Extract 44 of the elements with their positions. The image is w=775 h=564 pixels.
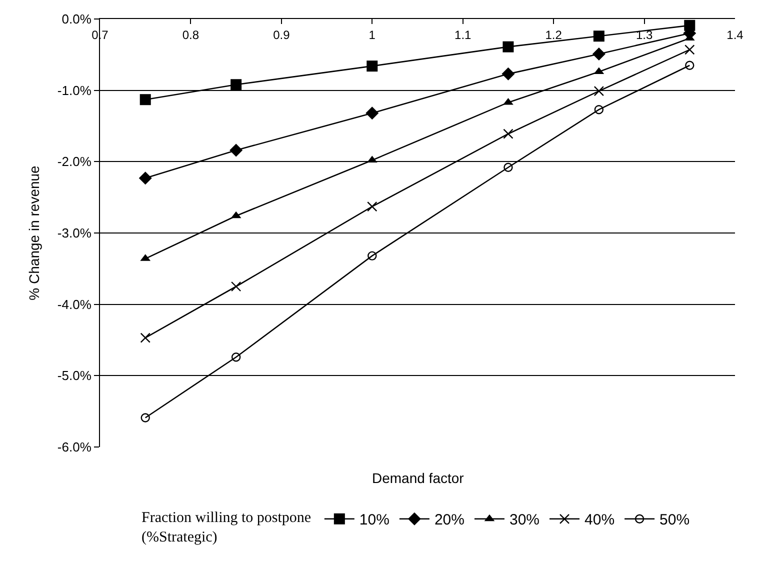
y-tick-label: -3.0% xyxy=(57,226,92,241)
y-axis-title: % Change in revenue xyxy=(26,165,42,300)
x-tick-label: 1.1 xyxy=(454,28,472,42)
point xyxy=(367,202,378,212)
point xyxy=(366,60,378,72)
legend-label: 10% xyxy=(359,512,390,529)
x-axis-title: Demand factor xyxy=(372,470,464,486)
point xyxy=(684,44,695,55)
point xyxy=(140,332,150,343)
y-tick-label: -2.0% xyxy=(57,154,92,170)
point xyxy=(366,106,379,120)
point xyxy=(594,86,604,96)
point xyxy=(230,144,243,157)
y-tick-label: -6.0% xyxy=(57,440,92,455)
point xyxy=(594,104,604,114)
point xyxy=(503,98,514,105)
x-tick-label: 1.4 xyxy=(726,28,744,42)
point xyxy=(503,128,514,139)
point xyxy=(368,251,377,260)
y-tick-label: -4.0% xyxy=(57,296,92,312)
x-tick-label: 1 xyxy=(368,28,376,42)
point xyxy=(140,413,150,422)
point xyxy=(685,60,694,70)
y-tick-label: -5.0% xyxy=(57,368,92,384)
x-tick-label: 0.9 xyxy=(273,28,290,42)
legend-label: 30% xyxy=(509,512,540,529)
legend-label: 40% xyxy=(584,512,615,529)
point xyxy=(140,94,151,106)
y-tick-label: 0.0% xyxy=(62,12,92,27)
x-tick-label: 0.8 xyxy=(182,28,200,42)
point xyxy=(592,47,606,60)
point xyxy=(138,172,152,185)
point xyxy=(230,79,242,90)
point xyxy=(230,281,242,292)
legend-label: 50% xyxy=(660,512,690,529)
y-tick-label: -1.0% xyxy=(57,82,92,98)
point xyxy=(231,352,241,362)
legend-title: Fraction willing to postpone (%Strategic) xyxy=(142,510,312,546)
x-tick-label: 1.2 xyxy=(545,28,562,42)
point xyxy=(593,30,604,42)
point xyxy=(502,67,515,80)
point xyxy=(502,41,514,52)
point xyxy=(504,162,513,172)
legend-label: 20% xyxy=(434,512,464,529)
